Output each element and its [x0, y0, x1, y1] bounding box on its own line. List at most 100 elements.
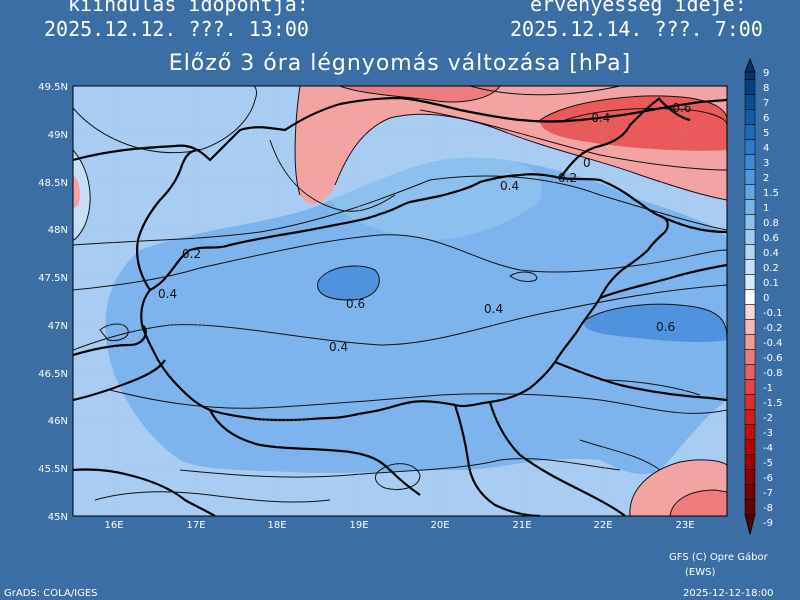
- lat-tick-label: 46.5N: [38, 369, 68, 380]
- colorbar-label: -0.8: [763, 368, 783, 379]
- lat-tick-label: 48.5N: [38, 178, 68, 189]
- field-red-north-west: [340, 86, 500, 102]
- colorbar-swatch: [744, 289, 756, 305]
- colorbar-swatch: [744, 319, 756, 335]
- colorbar-swatch: [744, 154, 756, 170]
- colorbar-swatch: [744, 454, 756, 470]
- colorbar-label: -0.2: [763, 323, 783, 334]
- colorbar-label: 1.5: [763, 188, 779, 199]
- contour-label: 0.4: [158, 287, 177, 301]
- colorbar-swatch: [744, 349, 756, 365]
- colorbar-swatch: [744, 274, 756, 290]
- field-pale-patch: [73, 150, 91, 240]
- colorbar: 9 8 7 6 5 4 3 2 1.5 1 0.8 0.6 0.4 0.2 0.1 0 -0.1 -0.2 -0.4…: [744, 57, 783, 535]
- colorbar-label: 0.1: [763, 278, 779, 289]
- colorbar-label: -8: [763, 503, 773, 514]
- lon-tick-label: 18E: [267, 520, 286, 531]
- colorbar-label: 8: [763, 83, 769, 94]
- lat-axis: 49.5N 49N 48.5N 48N 47.5N 47N 46.5N 46N …: [38, 82, 68, 523]
- contour-label: 0.4: [500, 179, 519, 193]
- colorbar-swatch: [744, 484, 756, 500]
- colorbar-label: 0.6: [763, 233, 779, 244]
- colorbar-swatch: [744, 469, 756, 485]
- colorbar-label: 0.4: [763, 248, 779, 259]
- lon-tick-label: 19E: [349, 520, 368, 531]
- colorbar-label: -6: [763, 473, 773, 484]
- contour-lines: [73, 86, 727, 516]
- lon-tick-label: 17E: [186, 520, 205, 531]
- colorbar-label: 7: [763, 98, 769, 109]
- lon-axis: 16E 17E 18E 19E 20E 21E 22E 23E: [104, 520, 694, 531]
- map-title: Előző 3 óra légnyomás változása [hPa]: [168, 51, 632, 76]
- colorbar-label: -1.5: [763, 398, 783, 409]
- colorbar-swatch: [744, 334, 756, 350]
- country-borders: [73, 96, 727, 516]
- field-deep-blue-west: [317, 266, 380, 300]
- valid-time-value: 2025.12.14. ???. 7:00: [510, 17, 763, 41]
- grid-lines: [73, 86, 727, 516]
- colorbar-label: 0: [763, 293, 769, 304]
- contour-label: 0: [583, 156, 591, 170]
- lat-tick-label: 49N: [48, 130, 68, 141]
- colorbar-label: -0.6: [763, 353, 783, 364]
- colorbar-swatch: [744, 71, 756, 80]
- field-deep-blue-east: [583, 304, 727, 343]
- colorbar-label: -2: [763, 413, 773, 424]
- colorbar-arrow-up: [744, 57, 756, 73]
- colorbar-swatch: [744, 124, 756, 140]
- colorbar-label: -4: [763, 443, 773, 454]
- colorbar-swatch: [744, 139, 756, 155]
- colorbar-label: 1: [763, 203, 769, 214]
- colorbar-label: 5: [763, 128, 769, 139]
- contour-label: 0.6: [346, 297, 365, 311]
- lon-tick-label: 16E: [104, 520, 123, 531]
- lon-tick-label: 20E: [430, 520, 449, 531]
- contour-label: 0.6: [656, 320, 675, 334]
- contour-label: 0.4: [484, 302, 503, 316]
- contour-label: -0.4: [587, 111, 610, 125]
- colorbar-swatch: [744, 409, 756, 425]
- colorbar-label: -7: [763, 488, 773, 499]
- init-time-value: 2025.12.12. ???. 13:00: [44, 17, 309, 41]
- colorbar-swatch: [744, 94, 756, 110]
- field-mid-blue: [105, 157, 727, 475]
- lon-tick-label: 21E: [512, 520, 531, 531]
- colorbar-swatch: [744, 439, 756, 455]
- lat-tick-label: 48N: [48, 225, 68, 236]
- colorbar-swatch: [744, 244, 756, 260]
- lat-tick-label: 47N: [48, 321, 68, 332]
- lat-tick-label: 49.5N: [38, 82, 68, 93]
- lat-tick-label: 47.5N: [38, 273, 68, 284]
- colorbar-label: 0.8: [763, 218, 779, 229]
- contour-label: 0.2: [182, 247, 201, 261]
- colorbar-swatch: [744, 379, 756, 395]
- colorbar-swatch: [744, 79, 756, 95]
- lon-tick-label: 23E: [675, 520, 694, 531]
- colorbar-swatch: [744, 394, 756, 410]
- colorbar-swatch: [744, 199, 756, 215]
- credit-text: GFS (C) Opre Gábor: [669, 552, 768, 563]
- colorbar-swatch: [744, 304, 756, 320]
- colorbar-label: -0.4: [763, 338, 783, 349]
- colorbar-swatch: [744, 424, 756, 440]
- lat-tick-label: 46N: [48, 416, 68, 427]
- colorbar-label: -3: [763, 428, 773, 439]
- colorbar-label: 9: [763, 68, 769, 79]
- lat-tick-label: 45N: [48, 512, 68, 523]
- grads-credit: GrADS: COLA/IGES: [4, 588, 98, 599]
- timestamp: 2025-12-12-18:00: [683, 588, 774, 599]
- colorbar-label: 4: [763, 143, 769, 154]
- colorbar-swatch: [744, 184, 756, 200]
- colorbar-label: 2: [763, 173, 769, 184]
- contour-label: 0.2: [558, 171, 577, 185]
- contour-label: -0.6: [668, 101, 691, 115]
- colorbar-label: -1: [763, 383, 773, 394]
- colorbar-swatch: [744, 214, 756, 230]
- colorbar-label: -5: [763, 458, 773, 469]
- contour-label-group: -0.6 -0.4 0 0.2 0.4 0.2 0.4 0.6 0.4 0.6 …: [158, 101, 691, 354]
- colorbar-label: 3: [763, 158, 769, 169]
- lat-tick-label: 45.5N: [38, 464, 68, 475]
- field-pink-west: [73, 175, 81, 208]
- credit-subtext: (EWS): [685, 567, 716, 578]
